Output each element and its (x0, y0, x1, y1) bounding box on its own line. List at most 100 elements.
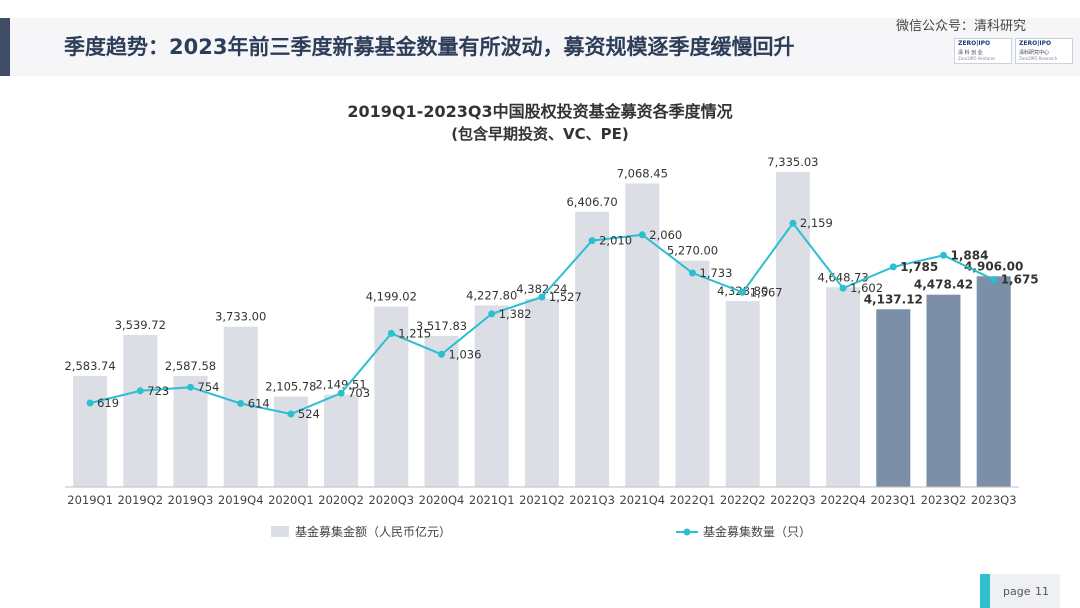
logo-sub-text: Zero2IPO Research (1019, 56, 1058, 61)
x-tick-2022Q1: 2022Q1 (670, 493, 716, 507)
point-2021Q4 (638, 231, 646, 239)
header-accent-bar (0, 18, 10, 76)
legend-line-label: 基金募集数量（只） (703, 524, 811, 539)
point-2023Q2 (940, 251, 947, 259)
page-title: 季度趋势：2023年前三季度新募基金数量有所波动，募资规模逐季度缓慢回升 (64, 35, 795, 59)
point-2020Q1 (287, 410, 295, 418)
x-tick-2019Q1: 2019Q1 (67, 493, 113, 507)
x-tick-2023Q2: 2023Q2 (921, 493, 967, 507)
line-label-2022Q3: 2,159 (800, 216, 833, 230)
bar-2023Q2 (926, 294, 961, 487)
x-tick-2021Q3: 2021Q3 (569, 493, 615, 507)
line-label-2020Q3: 1,215 (398, 326, 431, 340)
bar-label-2022Q4: 4,648.73 (817, 270, 868, 284)
legend-bar-swatch (271, 526, 289, 537)
footer-box (990, 574, 1060, 608)
bar-2019Q2 (123, 335, 158, 487)
point-2020Q4 (438, 350, 445, 358)
logo-top-text: ZERO|IPO (1019, 40, 1052, 47)
point-2023Q1 (889, 263, 897, 271)
bar-label-2019Q3: 2,587.58 (165, 359, 216, 373)
x-tick-2020Q4: 2020Q4 (419, 493, 465, 507)
x-tick-2020Q3: 2020Q3 (368, 493, 414, 507)
x-tick-2022Q4: 2022Q4 (820, 493, 866, 507)
line-label-2021Q3: 2,010 (599, 234, 632, 248)
point-2020Q2 (337, 389, 345, 397)
x-tick-2022Q3: 2022Q3 (770, 493, 816, 507)
bar-2022Q4 (826, 287, 861, 487)
logo-group: ZERO|IPO 清 科 创 业 Zero2IPO Ventures ZERO|… (954, 38, 1073, 64)
point-2022Q3 (789, 219, 797, 227)
line-label-2021Q2: 1,527 (549, 290, 582, 304)
bar-2019Q3 (173, 375, 208, 487)
x-tick-2023Q1: 2023Q1 (870, 493, 916, 507)
bar-label-2021Q3: 6,406.70 (566, 195, 617, 209)
bar-label-2022Q1: 5,270.00 (667, 244, 718, 258)
point-2022Q4 (839, 284, 847, 292)
line-label-2022Q2: 1,567 (750, 285, 783, 299)
point-2019Q2 (136, 387, 144, 395)
bar-2022Q2 (725, 301, 760, 487)
x-tick-2019Q3: 2019Q3 (168, 493, 214, 507)
line-label-2021Q4: 2,060 (649, 228, 682, 242)
bar-2022Q1 (675, 260, 710, 487)
x-tick-2019Q2: 2019Q2 (117, 493, 163, 507)
line-label-2021Q1: 1,382 (499, 307, 532, 321)
point-2019Q4 (237, 400, 245, 407)
line-label-2020Q4: 1,036 (449, 347, 482, 361)
line-label-2019Q2: 723 (147, 384, 169, 398)
bar-2020Q2 (324, 394, 359, 487)
bar-2021Q3 (575, 211, 610, 488)
point-2022Q2 (739, 288, 747, 296)
point-2021Q2 (538, 293, 546, 301)
line-label-2023Q2: 1,884 (951, 248, 989, 262)
logo-brand-text: 清科研究中心 (1019, 50, 1050, 56)
bar-label-2023Q1: 4,137.12 (864, 292, 923, 306)
bar-label-2021Q2: 4,382.24 (516, 282, 567, 296)
page-label: page (1003, 585, 1031, 598)
legend: 基金募集金额（人民币亿元） 基金募集数量（只） (271, 524, 811, 539)
line-label-2019Q4: 614 (248, 397, 270, 411)
point-2022Q1 (689, 269, 696, 277)
watermark-text: 微信公众号：清科研究 (895, 19, 1026, 34)
legend-bar-label: 基金募集金额（人民币亿元） (295, 524, 451, 539)
bar-2021Q2 (524, 298, 559, 487)
point-2019Q1 (86, 399, 94, 407)
x-tick-2022Q2: 2022Q2 (720, 493, 766, 507)
logo-brand-text: 清 科 创 业 (958, 50, 983, 56)
line-label-2022Q4: 1,602 (850, 281, 883, 295)
x-tick-2021Q4: 2021Q4 (619, 493, 665, 507)
point-2021Q1 (488, 310, 496, 318)
x-tick-2019Q4: 2019Q4 (218, 493, 264, 507)
bar-series (73, 172, 1011, 488)
bar-label-2019Q1: 2,583.74 (64, 359, 115, 373)
line-label-2019Q1: 619 (97, 396, 119, 410)
x-axis: 2019Q1 2019Q2 2019Q3 2019Q4 2020Q1 2020Q2 2020… (65, 486, 1019, 507)
chart-subtitle: (包含早期投资、VC、PE) (451, 125, 629, 143)
bar-label-2020Q3: 4,199.02 (366, 290, 417, 304)
line-label-2022Q1: 1,733 (700, 266, 733, 280)
bar-label-2023Q3: 4,906.00 (964, 259, 1023, 273)
bar-2020Q4 (424, 335, 459, 487)
logo-top-text: ZERO|IPO (958, 40, 991, 47)
page-number: 11 (1035, 585, 1049, 598)
bar-label-2023Q2: 4,478.42 (914, 278, 973, 292)
point-2020Q3 (387, 329, 395, 337)
point-2023Q3 (990, 276, 998, 284)
zero2ipo-research-logo: ZERO|IPO 清科研究中心 Zero2IPO Research (1015, 38, 1073, 64)
x-tick-2023Q3: 2023Q3 (971, 493, 1017, 507)
line-label-2023Q3: 1,675 (1001, 273, 1039, 287)
line-label-2023Q1: 1,785 (900, 260, 938, 274)
line-series (86, 219, 998, 418)
footer-accent-bar (980, 574, 990, 608)
bar-2019Q1 (73, 376, 108, 487)
line-label-2019Q3: 754 (198, 380, 220, 394)
line-label-2020Q1: 524 (298, 407, 320, 421)
chart-title: 2019Q1-2023Q3中国股权投资基金募资各季度情况 (347, 102, 732, 121)
bar-label-2019Q4: 3,733.00 (215, 310, 266, 324)
bar-label-2021Q4: 7,068.45 (617, 166, 668, 180)
bar-value-labels: 2,583.74 3,539.72 2,587.58 3,733.00 2,105.78… (64, 155, 1023, 394)
zero2ipo-ventures-logo: ZERO|IPO 清 科 创 业 Zero2IPO Ventures (954, 38, 1012, 64)
x-tick-2021Q1: 2021Q1 (469, 493, 515, 507)
